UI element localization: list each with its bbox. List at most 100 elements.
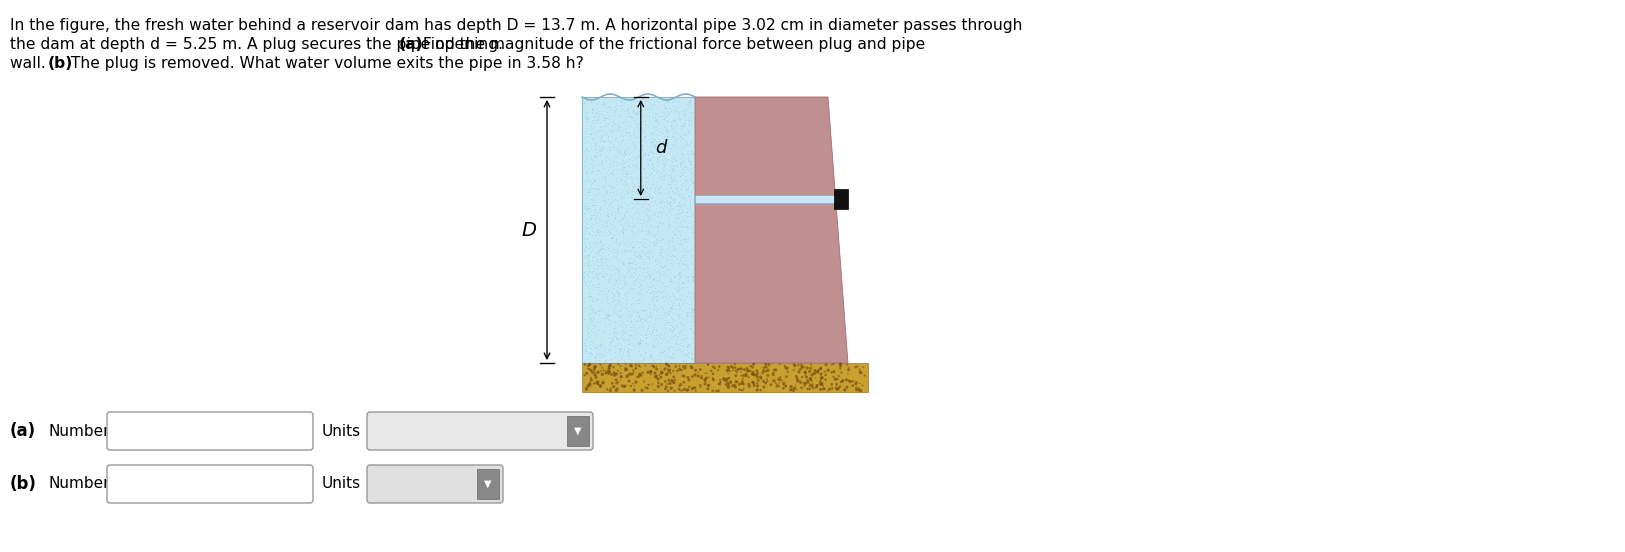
Point	[635, 368, 661, 376]
Point	[578, 300, 604, 309]
Point	[588, 107, 614, 116]
Point	[660, 367, 686, 375]
Point	[601, 382, 627, 391]
Point	[774, 364, 800, 373]
Point	[660, 349, 686, 358]
Point	[624, 219, 650, 228]
Point	[663, 309, 689, 318]
Point	[593, 289, 619, 298]
Point	[637, 267, 663, 276]
Point	[601, 152, 627, 161]
Point	[583, 147, 609, 156]
Point	[585, 151, 611, 160]
Point	[640, 275, 666, 284]
Point	[673, 140, 699, 148]
Point	[592, 172, 618, 181]
Point	[595, 203, 621, 212]
Point	[800, 380, 826, 389]
Point	[598, 101, 624, 110]
Point	[593, 270, 619, 279]
Point	[679, 227, 705, 236]
Point	[647, 274, 673, 283]
Point	[603, 333, 629, 342]
Point	[570, 277, 596, 285]
Point	[644, 200, 669, 209]
Point	[624, 172, 650, 181]
Point	[666, 385, 692, 394]
Point	[663, 135, 689, 144]
Point	[679, 363, 705, 371]
Point	[609, 101, 635, 110]
Point	[619, 190, 645, 199]
Point	[661, 378, 687, 387]
Point	[736, 373, 762, 381]
Point	[626, 338, 652, 347]
Point	[642, 116, 668, 125]
Point	[619, 304, 645, 313]
Point	[666, 240, 692, 249]
Point	[609, 237, 635, 246]
Point	[645, 166, 671, 175]
Point	[604, 327, 630, 336]
Point	[627, 120, 653, 129]
Point	[655, 355, 681, 364]
Point	[600, 253, 626, 262]
Point	[650, 204, 676, 213]
Point	[734, 367, 760, 375]
Point	[648, 247, 674, 256]
Point	[609, 176, 635, 185]
Point	[629, 312, 655, 321]
Point	[642, 195, 668, 204]
Point	[614, 188, 640, 197]
Point	[670, 276, 696, 285]
Point	[661, 160, 687, 169]
Point	[582, 352, 608, 361]
Point	[582, 357, 608, 365]
Point	[572, 360, 598, 369]
Point	[660, 260, 686, 269]
Point	[728, 379, 754, 388]
Point	[629, 226, 655, 235]
Point	[640, 210, 666, 219]
Point	[595, 230, 621, 239]
Point	[656, 207, 682, 216]
Point	[650, 218, 676, 227]
Point	[731, 380, 757, 389]
Point	[572, 236, 598, 245]
Point	[666, 285, 692, 294]
Point	[609, 98, 635, 107]
Point	[678, 305, 704, 314]
Point	[723, 367, 749, 375]
Point	[580, 198, 606, 206]
Point	[671, 164, 697, 173]
Point	[598, 354, 624, 363]
Point	[574, 191, 600, 200]
Point	[619, 299, 645, 307]
Point	[632, 184, 658, 193]
Point	[679, 372, 705, 381]
Point	[668, 158, 694, 167]
Point	[626, 243, 652, 252]
Point	[619, 187, 645, 195]
FancyBboxPatch shape	[367, 465, 504, 503]
Point	[606, 273, 632, 282]
Point	[676, 281, 702, 290]
Point	[798, 374, 824, 383]
Point	[670, 150, 696, 158]
Point	[635, 283, 661, 291]
Point	[578, 231, 604, 240]
Point	[572, 356, 598, 365]
Point	[624, 271, 650, 280]
Point	[647, 152, 673, 161]
Point	[611, 346, 637, 355]
Point	[656, 324, 682, 333]
Point	[618, 331, 644, 339]
Point	[627, 252, 653, 261]
Point	[639, 286, 665, 295]
Point	[590, 271, 616, 280]
Point	[629, 136, 655, 145]
Point	[681, 228, 707, 237]
Point	[790, 373, 816, 381]
Point	[578, 375, 604, 384]
Point	[630, 151, 656, 160]
